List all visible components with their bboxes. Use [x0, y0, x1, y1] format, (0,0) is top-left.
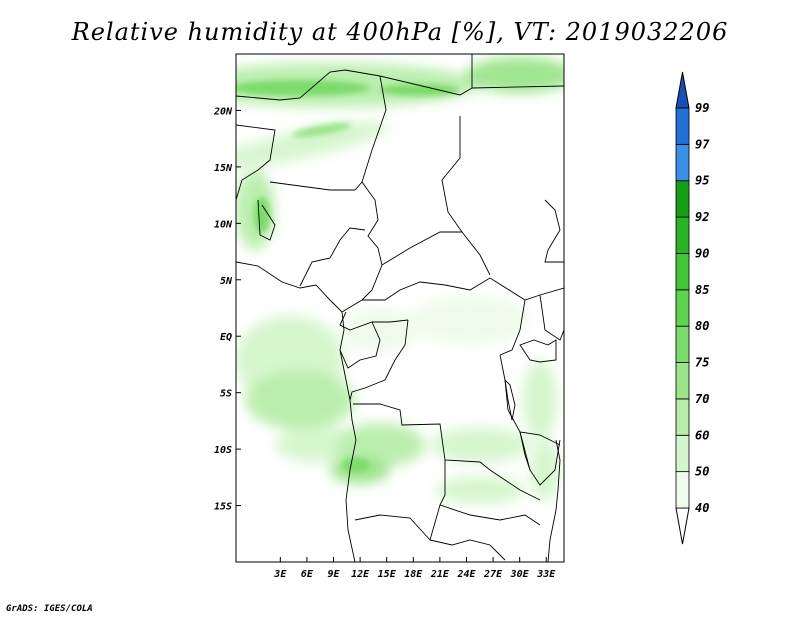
lon-tick-label: 6E: [301, 569, 314, 580]
colorbar-swatch: [675, 180, 690, 218]
humidity-shading: [236, 57, 564, 504]
lat-tick-label: 15N: [214, 163, 233, 174]
lon-tick-label: 12E: [351, 569, 370, 580]
colorbar-swatch: [675, 216, 690, 254]
lon-tick-label: 18E: [404, 569, 423, 580]
latitude-axis: 20N 15N 10N 5N EQ 5S 10S 15S: [213, 106, 241, 513]
colorbar-label: 75: [695, 356, 709, 370]
lon-tick-label: 30E: [510, 569, 530, 580]
longitude-axis: 3E 6E 9E 12E 15E 18E 21E 24E 27E 30E 33E: [273, 557, 556, 580]
colorbar-label: 85: [695, 283, 709, 297]
colorbar-swatch: [675, 253, 690, 291]
colorbar-label: 99: [695, 101, 709, 115]
colorbar-swatch: [675, 434, 690, 473]
colorbar-swatch: [675, 398, 690, 436]
lat-tick-label: 5N: [220, 276, 233, 287]
lon-tick-label: 27E: [483, 569, 503, 580]
lon-tick-label: 24E: [456, 569, 476, 580]
lat-tick-label: EQ: [220, 332, 232, 343]
colorbar-swatch: [675, 362, 690, 400]
lat-tick-label: 10N: [214, 219, 233, 230]
colorbar-bottom-arrow: [675, 507, 690, 545]
colorbar-label: 80: [695, 319, 709, 333]
colorbar-label: 50: [695, 465, 709, 479]
map-title: Relative humidity at 400hPa [%], VT: 201…: [71, 18, 729, 46]
colorbar-label: 97: [695, 137, 710, 151]
colorbar-top-arrow: [675, 71, 690, 109]
colorbar-swatch: [675, 471, 690, 509]
map-frame: [235, 53, 565, 563]
colorbar-label: 95: [695, 174, 709, 188]
lat-tick-label: 10S: [214, 445, 232, 456]
colorbar-swatch: [675, 143, 690, 182]
country-boundaries: [236, 54, 564, 562]
lat-tick-label: 20N: [213, 106, 233, 117]
colorbar-label: 92: [695, 210, 709, 224]
colorbar-label: 70: [695, 392, 709, 406]
lat-tick-label: 5S: [220, 389, 232, 400]
colorbar-label: 60: [695, 428, 709, 442]
lat-tick-label: 15S: [214, 502, 232, 513]
colorbar-swatch: [675, 289, 690, 327]
lon-tick-label: 33E: [536, 569, 556, 580]
grads-credit: GrADS: IGES/COLA: [6, 604, 93, 614]
colorbar: 40 50 60 70 75 80 85 90 92 95 97 99: [675, 71, 710, 545]
lon-tick-label: 21E: [430, 569, 450, 580]
lon-tick-label: 9E: [327, 569, 340, 580]
colorbar-label: 90: [695, 246, 709, 260]
colorbar-swatch: [675, 325, 690, 363]
colorbar-swatch: [675, 107, 690, 145]
lon-tick-label: 15E: [378, 569, 397, 580]
lon-tick-label: 3E: [273, 569, 287, 580]
colorbar-label: 40: [695, 501, 709, 515]
